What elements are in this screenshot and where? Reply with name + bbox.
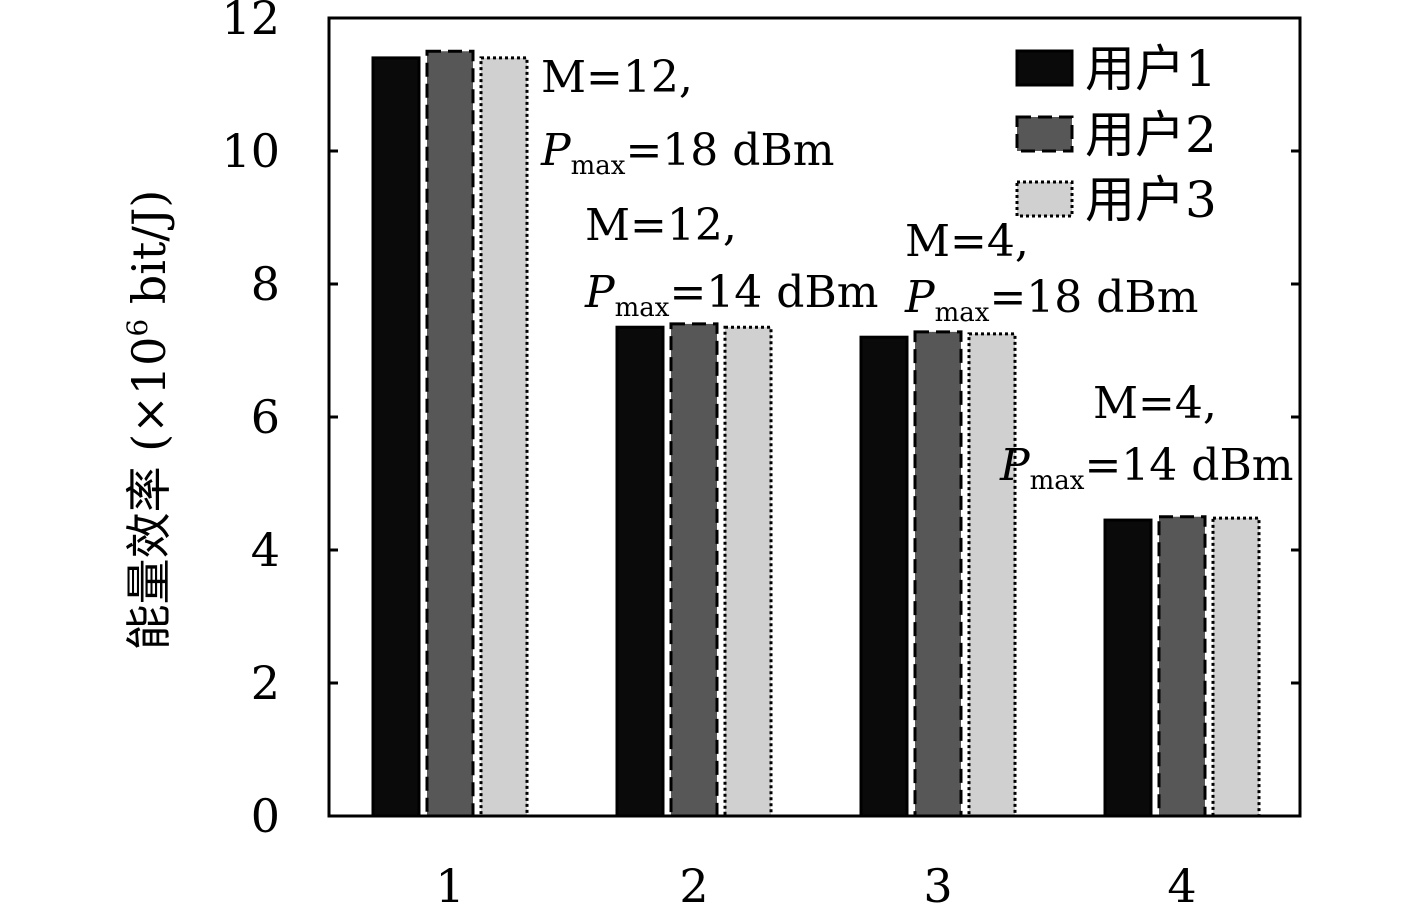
- legend-swatch: [1015, 115, 1074, 153]
- legend: 用户1 用户2 用户3: [1015, 40, 1217, 229]
- ticks-group: [329, 16, 1300, 818]
- annotation-cat1: M=12, Pmax=18 dBm: [540, 52, 835, 181]
- annotation-pmax-value: Pmax=14 dBm: [584, 267, 879, 323]
- annotation-m-value: M=12,: [541, 52, 693, 103]
- y-axis-title-rest: bit/J): [122, 190, 176, 319]
- annotation-m-value: M=12,: [585, 200, 737, 251]
- legend-item-1: 用户1: [1015, 40, 1217, 98]
- legend-swatch: [1015, 49, 1074, 87]
- x-tick-label: 2: [679, 859, 708, 912]
- x-tick-label: 1: [435, 859, 464, 912]
- y-axis-title-main: 能量效率 (×10: [122, 337, 176, 651]
- annotation-cat3: M=4,Pmax=18 dBm: [904, 216, 1199, 328]
- legend-label: 用户3: [1085, 171, 1217, 229]
- bar-series2-cat4: [1157, 515, 1207, 818]
- bar-series3-cat4: [1211, 516, 1261, 818]
- annotation-pmax-value: Pmax=18 dBm: [904, 272, 1199, 328]
- annotation-m-value: M=4,: [905, 216, 1029, 267]
- bar-series2-cat2: [669, 322, 719, 818]
- legend-label: 用户1: [1085, 40, 1217, 98]
- bar-series1-cat1: [371, 56, 421, 818]
- y-tick-label: 12: [221, 0, 280, 45]
- legend-label: 用户2: [1085, 106, 1217, 164]
- y-tick-label: 6: [251, 390, 280, 444]
- x-tick-label: 3: [923, 859, 952, 912]
- annotation-pmax-value: Pmax=18 dBm: [540, 125, 835, 181]
- x-tick-label: 4: [1167, 859, 1196, 912]
- annotation-m-value: M=4,: [1093, 378, 1217, 429]
- bars-group: [371, 49, 1261, 818]
- bar-series3-cat1: [479, 56, 529, 818]
- y-tick-label: 2: [251, 656, 280, 710]
- annotation-cat4: M=4, Pmax=14 dBm: [999, 378, 1294, 496]
- bar-series3-cat2: [723, 325, 773, 818]
- y-tick-label: 8: [251, 257, 280, 311]
- y-tick-label: 10: [221, 124, 280, 178]
- legend-item-2: 用户2: [1015, 106, 1217, 164]
- y-axis-title: 能量效率 (×106 bit/J): [121, 190, 176, 651]
- legend-item-3: 用户3: [1015, 171, 1217, 229]
- y-axis-title-superscript: 6: [121, 319, 154, 337]
- y-tick-label: 0: [251, 789, 280, 843]
- bar-series1-cat3: [859, 335, 909, 818]
- bar-series2-cat3: [913, 330, 963, 818]
- legend-swatch: [1015, 180, 1074, 218]
- annotation-pmax-value: Pmax=14 dBm: [999, 440, 1294, 496]
- bar-series1-cat4: [1103, 518, 1153, 818]
- bar-series3-cat3: [967, 332, 1017, 818]
- y-tick-label: 4: [251, 523, 280, 577]
- annotation-cat2: M=12, Pmax=14 dBm: [584, 200, 879, 323]
- bar-series2-cat1: [425, 49, 475, 818]
- bar-series1-cat2: [615, 325, 665, 818]
